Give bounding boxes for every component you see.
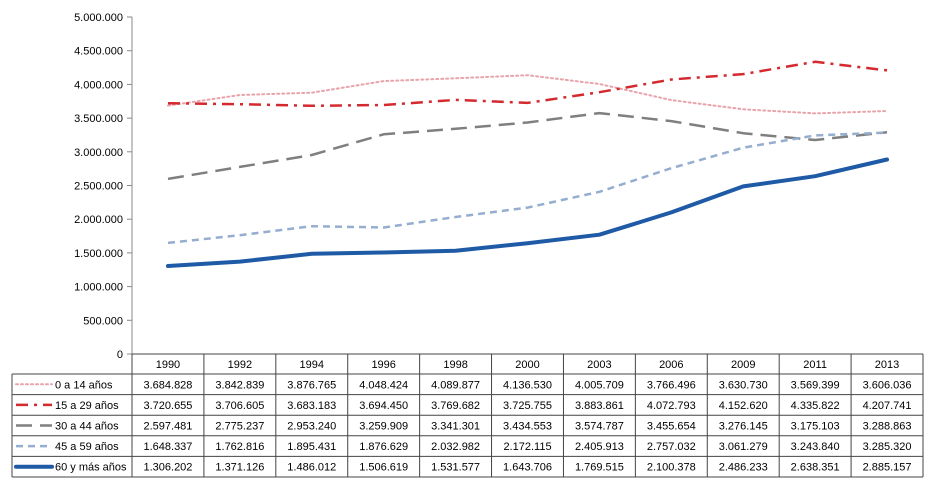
data-cell: 2.172.115 — [503, 441, 551, 453]
data-cell: 3.725.755 — [503, 400, 552, 412]
x-category-label: 2011 — [803, 359, 827, 371]
y-tick-label: 5.000.000 — [74, 12, 123, 24]
data-cell: 1.371.126 — [215, 462, 264, 474]
data-cell: 2.638.351 — [791, 462, 840, 474]
x-category-label: 1996 — [371, 359, 395, 371]
data-cell: 2.597.481 — [143, 421, 192, 433]
series-lines — [166, 60, 889, 268]
data-cell: 3.630.730 — [719, 379, 768, 391]
data-cell: 3.574.787 — [575, 421, 624, 433]
series-line-2 — [167, 60, 888, 108]
data-cell: 3.288.863 — [863, 421, 912, 433]
data-cell: 1.643.706 — [503, 462, 552, 474]
legend-label-1: 0 a 14 años — [55, 379, 113, 391]
y-tick-label: 500.000 — [83, 315, 123, 327]
data-cell: 3.341.301 — [431, 421, 480, 433]
data-cell: 3.569.399 — [791, 379, 840, 391]
series-line-5 — [166, 157, 889, 268]
data-cell: 2.757.032 — [647, 441, 696, 453]
series-line-3 — [167, 111, 888, 181]
data-cell: 4.048.424 — [359, 379, 408, 391]
data-cell: 1.648.337 — [143, 441, 192, 453]
data-cell: 3.766.496 — [647, 379, 696, 391]
y-tick-label: 1.500.000 — [74, 248, 123, 260]
data-cell: 3.684.828 — [143, 379, 192, 391]
y-tick-label: 2.000.000 — [74, 214, 123, 226]
y-tick-label: 1.000.000 — [74, 282, 123, 294]
data-cell: 3.694.450 — [359, 400, 408, 412]
data-cell: 3.276.145 — [719, 421, 768, 433]
x-category-label: 1998 — [443, 359, 467, 371]
data-cell: 3.061.279 — [719, 441, 768, 453]
legend-label-3: 30 a 44 años — [55, 421, 119, 433]
data-cell: 4.136.530 — [503, 379, 552, 391]
data-cell: 3.769.682 — [431, 400, 480, 412]
data-cell: 3.706.605 — [215, 400, 264, 412]
data-cell: 4.072.793 — [647, 400, 696, 412]
legend-label-4: 45 a 59 años — [55, 441, 119, 453]
y-axis: 0 500.000 1.000.000 1.500.000 2.000.000 2.500… — [74, 12, 133, 361]
x-category-label: 1990 — [156, 359, 180, 371]
y-tick-label: 2.500.000 — [74, 181, 123, 193]
data-cell: 4.005.709 — [575, 379, 624, 391]
x-category-label: 2003 — [587, 359, 611, 371]
series-line-1 — [167, 74, 888, 115]
data-cell: 3.606.036 — [863, 379, 912, 391]
data-cell: 1.762.816 — [215, 441, 264, 453]
data-cell: 4.207.741 — [863, 400, 912, 412]
data-cell: 3.175.103 — [791, 421, 840, 433]
x-category-label: 2000 — [515, 359, 539, 371]
data-cell: 1.506.619 — [359, 462, 408, 474]
data-cell: 1.306.202 — [143, 462, 192, 474]
data-cell: 3.842.839 — [215, 379, 264, 391]
data-cell: 1.531.577 — [431, 462, 480, 474]
data-cell: 3.876.765 — [287, 379, 336, 391]
data-cell: 3.434.553 — [503, 421, 552, 433]
data-cell: 3.720.655 — [143, 400, 192, 412]
data-cell: 2.032.982 — [431, 441, 480, 453]
y-tick-label: 0 — [117, 349, 123, 361]
data-cell: 2.100.378 — [647, 462, 696, 474]
data-cell: 3.455.654 — [647, 421, 696, 433]
data-cell: 1.486.012 — [287, 462, 336, 474]
legend-label-5: 60 y más años — [55, 462, 127, 474]
data-cell: 3.883.861 — [575, 400, 624, 412]
data-cell: 2.775.237 — [215, 421, 264, 433]
data-cell: 3.683.183 — [287, 400, 336, 412]
legend-label-2: 15 a 29 años — [55, 400, 119, 412]
x-category-label: 1994 — [300, 359, 324, 371]
x-category-label: 2006 — [659, 359, 683, 371]
y-tick-label: 3.000.000 — [74, 147, 123, 159]
data-cell: 2.486.233 — [719, 462, 768, 474]
data-cell: 1.895.431 — [287, 441, 336, 453]
data-cell: 1.876.629 — [359, 441, 408, 453]
x-category-label: 1992 — [228, 359, 252, 371]
data-cell: 4.089.877 — [431, 379, 480, 391]
y-tick-label: 4.500.000 — [74, 46, 123, 58]
x-category-label: 2013 — [875, 359, 899, 371]
x-category-label: 2009 — [731, 359, 755, 371]
y-tick-label: 3.500.000 — [74, 113, 123, 125]
data-table: 1990 1992 1994 1996 1998 2000 2003 2006 2009 2011… — [11, 353, 924, 478]
data-cell: 3.243.840 — [791, 441, 840, 453]
data-cell: 2.953.240 — [287, 421, 336, 433]
series-line-4 — [167, 131, 888, 245]
data-cell: 3.285.320 — [863, 441, 912, 453]
data-cell: 4.152.620 — [719, 400, 768, 412]
y-tick-label: 4.000.000 — [74, 79, 123, 91]
data-cell: 3.259.909 — [359, 421, 408, 433]
data-cell: 2.885.157 — [863, 462, 912, 474]
data-cell: 2.405.913 — [575, 441, 624, 453]
data-cell: 4.335.822 — [791, 400, 840, 412]
data-cell: 1.769.515 — [575, 462, 624, 474]
